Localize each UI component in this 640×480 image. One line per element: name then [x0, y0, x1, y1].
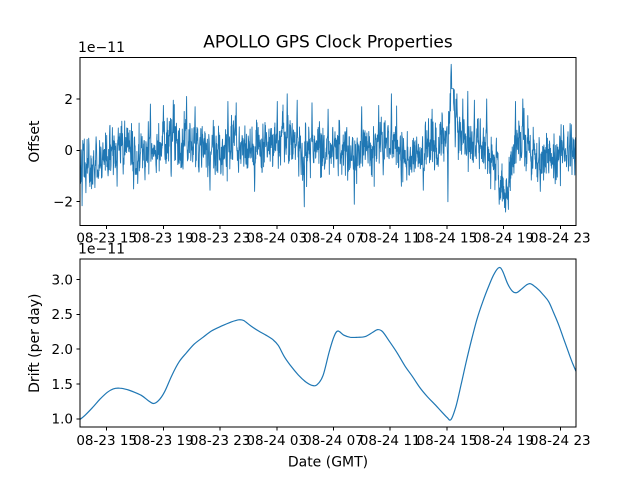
x-tick-label: 08-24 15 — [417, 433, 478, 449]
x-tick-label: 08-24 15 — [417, 231, 478, 247]
y-tick-label: 2.5 — [52, 307, 73, 323]
x-tick-label: 08-24 19 — [473, 231, 534, 247]
drift-y-axis-label: Drift (per day) — [27, 293, 43, 392]
x-tick-label: 08-24 11 — [360, 433, 421, 449]
x-tick-label: 08-23 23 — [190, 231, 251, 247]
x-tick-label: 08-24 19 — [473, 433, 534, 449]
y-tick-label: −2 — [53, 195, 73, 211]
x-tick-label: 08-24 11 — [360, 231, 421, 247]
x-tick-label: 08-23 19 — [133, 433, 194, 449]
y-tick-label: 1.5 — [52, 377, 73, 393]
chart-title: APOLLO GPS Clock Properties — [203, 33, 453, 53]
offset-y-scale-text: 1e−11 — [78, 40, 125, 56]
x-tick-label: 08-23 15 — [76, 231, 137, 247]
drift-y-scale-text: 1e−11 — [78, 242, 125, 258]
offset-axes-frame — [79, 57, 577, 227]
x-tick-label: 08-24 23 — [530, 231, 591, 247]
x-tick-label: 08-24 23 — [530, 433, 591, 449]
offset-y-axis-label: Offset — [27, 120, 43, 163]
y-tick-label: 0 — [64, 143, 73, 159]
x-tick-label: 08-23 15 — [76, 433, 137, 449]
x-tick-label: 08-24 07 — [303, 231, 364, 247]
y-tick-label: 1.0 — [52, 412, 73, 428]
drift-axes-frame — [79, 258, 577, 428]
offset-series-line — [79, 63, 577, 213]
x-tick-label: 08-23 23 — [190, 433, 251, 449]
x-tick-label: 08-24 07 — [303, 433, 364, 449]
y-tick-label: 3.0 — [52, 272, 73, 288]
drift-series-line — [79, 266, 577, 421]
x-tick-label: 08-24 03 — [246, 433, 307, 449]
x-axis-label: Date (GMT) — [288, 455, 368, 471]
y-tick-label: 2 — [64, 92, 73, 108]
y-tick-label: 2.0 — [52, 342, 73, 358]
x-tick-label: 08-23 19 — [133, 231, 194, 247]
x-tick-label: 08-24 03 — [246, 231, 307, 247]
